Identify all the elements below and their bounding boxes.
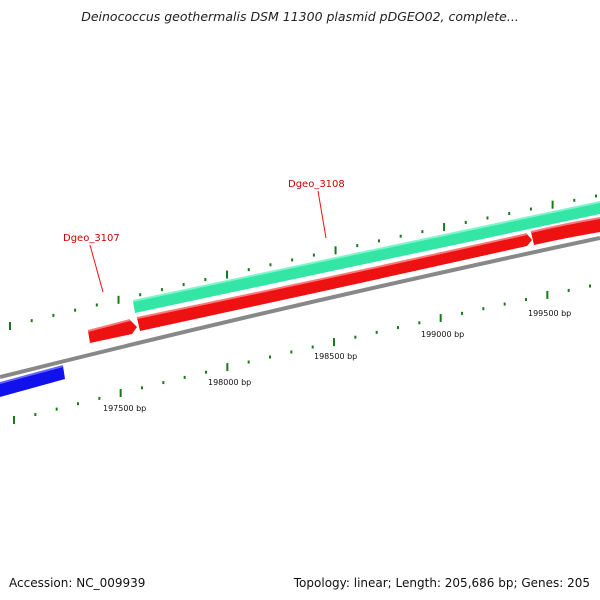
map-title: Deinococcus geothermalis DSM 11300 plasm… (81, 9, 519, 24)
topology-text: Topology: linear; Length: 205,686 bp; Ge… (293, 576, 590, 590)
gene-reverse-right[interactable] (530, 217, 600, 245)
scale-label-198000: 198000 bp (208, 378, 251, 387)
label-pointer-dgeo-3108 (317, 190, 327, 239)
label-pointer-dgeo-3107 (89, 244, 104, 293)
scale-label-199000: 199000 bp (421, 330, 464, 339)
scale-label-197500: 197500 bp (103, 404, 146, 413)
gene-dgeo-3108[interactable] (132, 201, 600, 313)
gene-label-dgeo-3108[interactable]: Dgeo_3108 (288, 179, 345, 190)
gene-dgeo-3107[interactable] (87, 319, 137, 343)
gene-blue-left[interactable] (0, 365, 65, 397)
genome-backbone (0, 236, 600, 379)
accession-text: Accession: NC_009939 (9, 576, 146, 590)
gene-dgeo-3108-reverse[interactable] (136, 233, 532, 331)
tick-row-upper (9, 194, 597, 330)
tick-row-lower (13, 284, 591, 424)
scale-label-198500: 198500 bp (314, 352, 357, 361)
gene-label-dgeo-3107[interactable]: Dgeo_3107 (63, 233, 120, 244)
scale-label-199500: 199500 bp (528, 309, 571, 318)
